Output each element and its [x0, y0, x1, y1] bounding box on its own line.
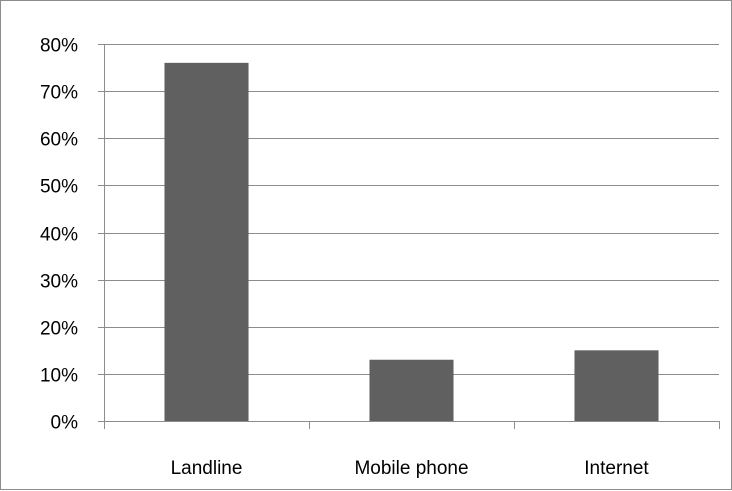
y-tick-labels: 0% 10% 20% 30% 40% 50% 60% 70% 80%: [40, 36, 78, 434]
y-tick-label: 60%: [40, 130, 78, 151]
y-tick-label: 0%: [51, 413, 79, 434]
y-tick-label: 10%: [40, 366, 78, 387]
y-tick-label: 80%: [40, 36, 78, 57]
category-labels: Landline Mobile phone Internet: [171, 458, 650, 479]
y-tick-label: 70%: [40, 83, 78, 104]
category-label: Internet: [584, 458, 649, 479]
y-tick-label: 30%: [40, 272, 78, 293]
category-label: Mobile phone: [354, 458, 468, 479]
bar-landline: [164, 62, 249, 421]
category-label: Landline: [171, 458, 243, 479]
y-tick-label: 50%: [40, 177, 78, 198]
bar-internet: [574, 350, 659, 421]
bars: [164, 62, 659, 421]
bar-mobile-phone: [369, 359, 454, 421]
y-tick-label: 20%: [40, 319, 78, 340]
axes: [98, 44, 720, 429]
y-tick-label: 40%: [40, 225, 78, 246]
